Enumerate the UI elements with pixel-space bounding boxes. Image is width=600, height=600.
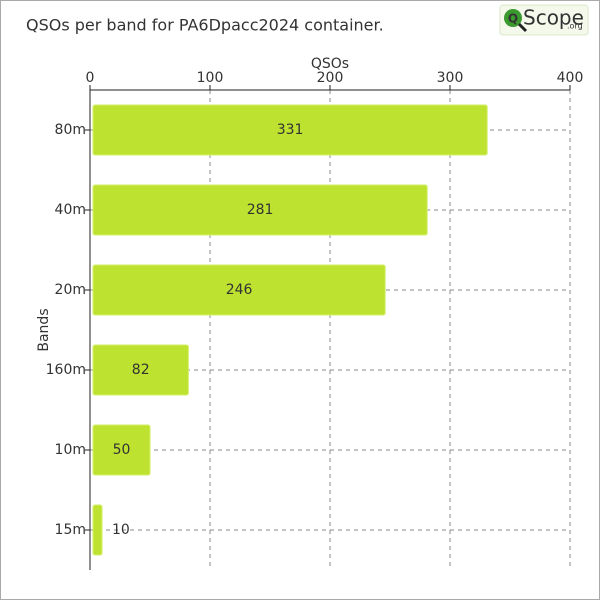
y-tick-label: 20m (55, 282, 86, 298)
value-label: 331 (277, 122, 304, 138)
x-tick-label: 200 (317, 70, 344, 86)
bar (92, 184, 428, 236)
logo-circle (504, 9, 522, 27)
logo-suffix: .org (567, 22, 583, 31)
y-tick-label: 160m (46, 362, 86, 378)
y-tick-label: 15m (55, 522, 86, 538)
logo-handle (517, 22, 528, 33)
bar (92, 264, 386, 316)
bar (92, 504, 103, 556)
x-axis-label: QSOs (311, 56, 349, 72)
y-tick-label: 80m (55, 122, 86, 138)
y-tick-label: 40m (55, 202, 86, 218)
y-axis-label: Bands (36, 308, 52, 351)
x-tick-label: 0 (86, 70, 95, 86)
x-tick-label: 400 (557, 70, 584, 86)
x-tick-label: 100 (197, 70, 224, 86)
value-label: 281 (247, 202, 274, 218)
y-tick-label: 10m (55, 442, 86, 458)
logo-icon: Q (508, 12, 518, 26)
chart-title: QSOs per band for PA6Dpacc2024 container… (26, 16, 384, 35)
value-label: 10 (112, 522, 130, 538)
bar (92, 344, 189, 396)
x-tick-label: 300 (437, 70, 464, 86)
value-label: 246 (226, 282, 253, 298)
bar (92, 104, 488, 156)
logo-name: Scope (523, 6, 584, 30)
bar (92, 424, 151, 476)
logo: Q Scope .org (499, 4, 589, 36)
value-label: 82 (132, 362, 150, 378)
value-label: 50 (113, 442, 131, 458)
